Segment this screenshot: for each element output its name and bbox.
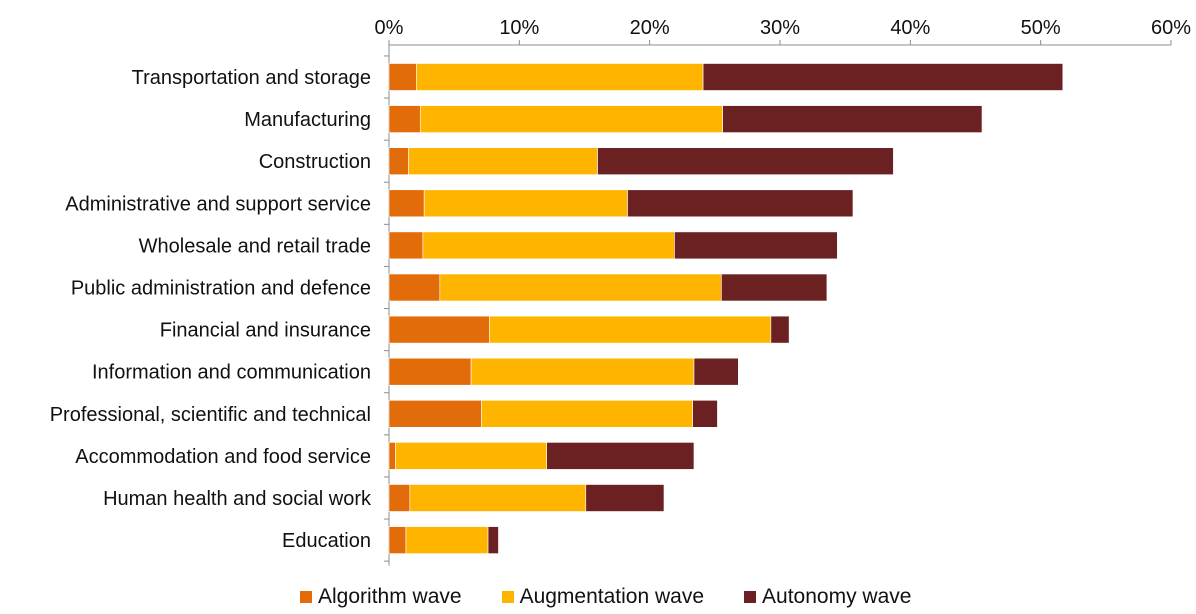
x-tick-label: 40% [890,17,930,39]
category-label: Wholesale and retail trade [139,235,371,257]
label-layer: Transportation and storage Manufacturing C… [50,67,372,552]
bar-segment-algorithm [388,63,417,91]
legend-label-autonomy: Autonomy wave [762,585,912,608]
bar-segment-autonomy [597,147,894,175]
bar-segment-autonomy [585,484,665,512]
legend: Algorithm wave Augmentation wave Autonom… [300,585,911,609]
bar-segment-autonomy [721,273,828,302]
bar-segment-algorithm [388,357,472,386]
bar-segment-autonomy [674,231,838,260]
category-label: Human health and social work [103,488,372,510]
bar-segment-augmentation [416,63,704,91]
bar-segment-autonomy [693,357,739,386]
legend-item-augmentation: Augmentation wave [501,585,705,609]
axis-layer: 0% 10% 20% 30% 40% 50% 60% [375,17,1191,566]
legend-label-augmentation: Augmentation wave [519,585,705,608]
bar-segment-augmentation [395,442,548,470]
category-label: Transportation and storage [132,67,371,89]
category-label: Manufacturing [244,109,371,131]
bar-segment-augmentation [423,189,628,218]
bar-layer [388,63,1064,554]
category-label: Professional, scientific and technical [50,404,371,426]
bar-segment-augmentation [422,231,675,260]
x-tick-label: 20% [630,17,670,39]
legend-label-algorithm: Algorithm wave [318,585,462,608]
bar-segment-algorithm [388,273,441,302]
bar-segment-augmentation [439,273,722,302]
legend-item-autonomy: Autonomy wave [744,585,911,609]
bar-segment-autonomy [627,189,854,218]
category-label: Financial and insurance [160,320,371,342]
x-tick-label: 30% [760,17,800,39]
bar-segment-algorithm [388,442,396,470]
x-tick-label: 60% [1151,17,1191,39]
bar-segment-algorithm [388,231,424,260]
bar-segment-autonomy [770,315,790,344]
legend-item-algorithm: Algorithm wave [300,585,462,609]
legend-swatch-algorithm [300,591,312,603]
bar-segment-algorithm [388,189,425,218]
bar-segment-algorithm [388,526,407,554]
bar-segment-augmentation [481,399,693,428]
bar-segment-augmentation [489,315,772,344]
category-label: Public administration and defence [71,278,371,300]
bar-segment-augmentation [408,147,598,175]
bar-segment-autonomy [702,63,1064,91]
x-tick-label: 0% [375,17,404,39]
category-label: Education [282,530,371,552]
bar-segment-autonomy [722,105,983,133]
x-tick-label: 10% [499,17,539,39]
bar-segment-augmentation [419,105,723,133]
bar-segment-algorithm [388,399,482,428]
bar-segment-augmentation [405,526,489,554]
bar-segment-algorithm [388,315,490,344]
bar-segment-algorithm [388,105,421,133]
bar-segment-algorithm [388,147,409,175]
legend-swatch-augmentation [501,591,514,603]
bar-segment-algorithm [388,484,411,512]
category-label: Administrative and support service [65,193,371,215]
x-tick-label: 50% [1021,17,1061,39]
legend-swatch-autonomy [744,591,757,603]
bar-segment-autonomy [692,399,718,428]
category-label: Information and communication [92,362,371,384]
bar-segment-autonomy [487,526,499,554]
category-label: Accommodation and food service [75,446,371,468]
bar-segment-autonomy [546,442,695,470]
bar-segment-augmentation [409,484,587,512]
category-label: Construction [259,151,371,173]
bar-segment-augmentation [470,357,695,386]
